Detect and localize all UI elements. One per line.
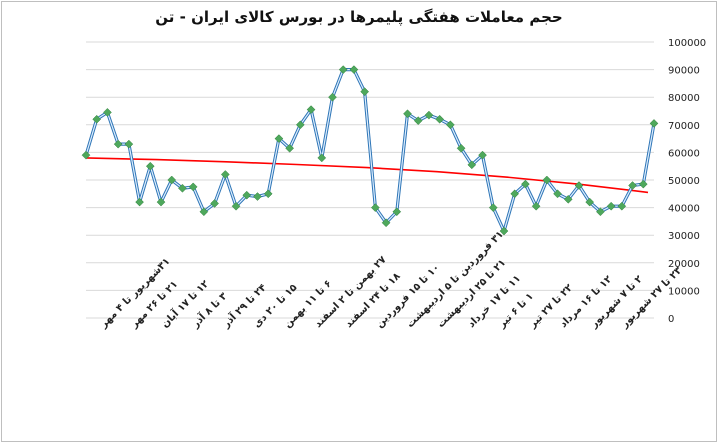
data-point [295, 120, 305, 130]
data-point [392, 207, 402, 217]
data-point [499, 226, 509, 236]
x-tick-label: ۱۱ تا ۱۷ خرداد [466, 273, 523, 330]
data-point [617, 201, 627, 211]
data-point [124, 139, 134, 149]
y-tick-label: 50000 [668, 176, 700, 187]
data-point [456, 143, 466, 153]
data-point [628, 181, 637, 190]
data-point [285, 143, 294, 153]
data-point [424, 110, 434, 120]
data-point [360, 87, 369, 97]
y-tick-label: 70000 [668, 121, 700, 132]
data-point [585, 197, 595, 207]
data-point [231, 201, 241, 211]
data-point [242, 190, 252, 200]
data-point [531, 201, 541, 211]
data-point [510, 189, 520, 199]
data-point [328, 92, 337, 102]
data-point [478, 150, 487, 160]
data-point [553, 189, 562, 199]
data-point [574, 181, 584, 190]
data-point [156, 197, 166, 207]
data-point [188, 182, 198, 192]
data-point [210, 199, 219, 208]
data-point [81, 150, 91, 160]
data-point [167, 175, 177, 185]
data-point [403, 109, 412, 119]
data-point [413, 116, 423, 126]
data-point [103, 108, 112, 117]
y-tick-label: 90000 [668, 66, 700, 77]
y-tick-label: 30000 [668, 231, 700, 242]
y-tick-label: 10000 [668, 286, 700, 297]
y-axis-ticks: 0 10000 20000 30000 40000 50000 60000 70000 8000… [668, 38, 706, 325]
data-point [649, 119, 659, 128]
data-point [113, 139, 123, 149]
chart-title: حجم معاملات هفتگی پلیمرها در بورس کالای … [155, 8, 563, 26]
data-point [488, 203, 498, 212]
data-point [435, 114, 445, 124]
data-point [220, 170, 230, 179]
data-point [178, 183, 187, 193]
data-point [606, 201, 616, 211]
data-point [542, 175, 552, 185]
data-point [338, 65, 348, 74]
y-tick-label: 60000 [668, 148, 700, 159]
data-point [596, 207, 605, 217]
data-point [563, 194, 573, 204]
data-point [263, 189, 273, 199]
data-point [349, 65, 359, 74]
data-point [638, 179, 648, 189]
data-point [446, 120, 455, 130]
series-volume [81, 65, 659, 236]
data-point [253, 192, 262, 201]
data-point [92, 114, 102, 124]
y-tick-label: 20000 [668, 259, 700, 270]
data-point [135, 197, 144, 207]
y-tick-label: 80000 [668, 93, 700, 104]
data-point [467, 160, 477, 170]
data-point [145, 161, 155, 171]
data-point [521, 179, 530, 189]
data-point [371, 203, 380, 212]
data-point [381, 218, 391, 228]
y-tick-label: 100000 [668, 38, 706, 49]
data-point [306, 105, 316, 114]
trend-line-path [85, 157, 649, 194]
data-point [317, 153, 327, 163]
x-tick-label: ۲ تا ۷ شهریور [588, 274, 645, 331]
trend-line [85, 157, 649, 194]
y-tick-label: 40000 [668, 204, 700, 215]
y-tick-label: 0 [668, 314, 674, 325]
data-point [199, 207, 209, 217]
data-point [274, 134, 284, 143]
